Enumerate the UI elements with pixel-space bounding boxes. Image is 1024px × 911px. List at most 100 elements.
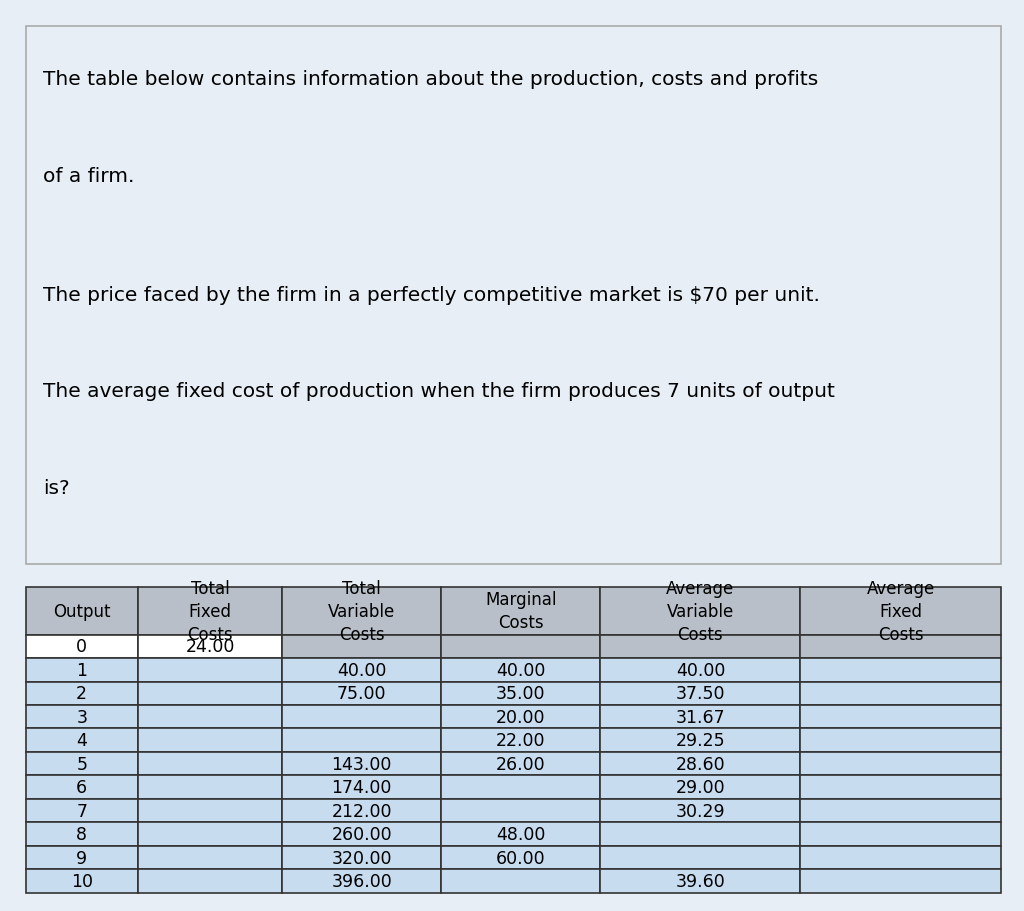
Bar: [283, 659, 441, 681]
Text: 75.00: 75.00: [337, 684, 386, 702]
Text: Average
Fixed
Costs: Average Fixed Costs: [867, 579, 935, 643]
Bar: [441, 869, 600, 893]
Bar: [801, 823, 1001, 846]
Bar: [26, 588, 138, 635]
Text: 10: 10: [71, 872, 93, 890]
Bar: [138, 799, 283, 823]
Text: 1: 1: [76, 661, 87, 679]
Bar: [138, 823, 283, 846]
Bar: [801, 775, 1001, 799]
Text: 143.00: 143.00: [332, 755, 392, 773]
Text: 24.00: 24.00: [185, 638, 234, 656]
Bar: [441, 705, 600, 729]
Bar: [441, 752, 600, 775]
Bar: [801, 846, 1001, 869]
Text: The average fixed cost of production when the firm produces 7 units of output: The average fixed cost of production whe…: [43, 382, 835, 401]
Text: 40.00: 40.00: [337, 661, 386, 679]
Bar: [441, 635, 600, 659]
Text: 20.00: 20.00: [496, 708, 546, 726]
Bar: [600, 823, 801, 846]
Text: Total
Fixed
Costs: Total Fixed Costs: [187, 579, 232, 643]
Text: 174.00: 174.00: [332, 778, 392, 796]
Bar: [138, 752, 283, 775]
Bar: [26, 799, 138, 823]
Bar: [600, 869, 801, 893]
Bar: [600, 681, 801, 705]
Bar: [283, 869, 441, 893]
Text: 29.00: 29.00: [676, 778, 725, 796]
Bar: [138, 729, 283, 752]
Bar: [283, 705, 441, 729]
Bar: [283, 775, 441, 799]
Bar: [441, 846, 600, 869]
Bar: [441, 775, 600, 799]
Bar: [26, 705, 138, 729]
Text: 39.60: 39.60: [676, 872, 725, 890]
Text: 0: 0: [76, 638, 87, 656]
Bar: [600, 752, 801, 775]
Text: 8: 8: [76, 825, 87, 844]
Text: 26.00: 26.00: [496, 755, 546, 773]
Bar: [600, 705, 801, 729]
Bar: [26, 729, 138, 752]
Bar: [600, 846, 801, 869]
Text: The price faced by the firm in a perfectly competitive market is $70 per unit.: The price faced by the firm in a perfect…: [43, 285, 820, 304]
Bar: [283, 752, 441, 775]
Text: 60.00: 60.00: [496, 849, 546, 866]
Bar: [283, 681, 441, 705]
Text: 37.50: 37.50: [676, 684, 725, 702]
Bar: [26, 752, 138, 775]
Bar: [138, 588, 283, 635]
Text: Average
Variable
Costs: Average Variable Costs: [667, 579, 734, 643]
Bar: [26, 869, 138, 893]
Bar: [26, 681, 138, 705]
Bar: [801, 729, 1001, 752]
Bar: [138, 635, 283, 659]
Bar: [801, 752, 1001, 775]
Bar: [138, 775, 283, 799]
Bar: [801, 588, 1001, 635]
Bar: [26, 846, 138, 869]
Text: 4: 4: [76, 732, 87, 750]
Bar: [801, 635, 1001, 659]
Bar: [138, 705, 283, 729]
Bar: [441, 729, 600, 752]
Text: 9: 9: [76, 849, 87, 866]
Bar: [26, 635, 138, 659]
Text: 2: 2: [76, 684, 87, 702]
Text: The table below contains information about the production, costs and profits: The table below contains information abo…: [43, 70, 818, 89]
Bar: [283, 729, 441, 752]
Bar: [441, 588, 600, 635]
Text: Marginal
Costs: Marginal Costs: [485, 591, 557, 631]
Bar: [26, 823, 138, 846]
Bar: [801, 869, 1001, 893]
Text: is?: is?: [43, 479, 70, 497]
Bar: [600, 659, 801, 681]
Bar: [283, 799, 441, 823]
Text: Total
Variable
Costs: Total Variable Costs: [328, 579, 395, 643]
Text: 30.29: 30.29: [676, 802, 725, 820]
Bar: [26, 775, 138, 799]
Bar: [600, 635, 801, 659]
Bar: [138, 846, 283, 869]
Bar: [441, 799, 600, 823]
Text: 28.60: 28.60: [676, 755, 725, 773]
Bar: [801, 659, 1001, 681]
Text: 320.00: 320.00: [332, 849, 392, 866]
Bar: [801, 799, 1001, 823]
Text: 40.00: 40.00: [497, 661, 546, 679]
Text: 3: 3: [76, 708, 87, 726]
Text: 40.00: 40.00: [676, 661, 725, 679]
Text: 5: 5: [76, 755, 87, 773]
Text: Output: Output: [53, 602, 111, 620]
Bar: [283, 823, 441, 846]
Bar: [26, 659, 138, 681]
Text: of a firm.: of a firm.: [43, 167, 134, 186]
Text: 6: 6: [76, 778, 87, 796]
Text: 31.67: 31.67: [676, 708, 725, 726]
Bar: [283, 846, 441, 869]
Bar: [283, 588, 441, 635]
Bar: [441, 823, 600, 846]
Bar: [441, 659, 600, 681]
Bar: [138, 659, 283, 681]
